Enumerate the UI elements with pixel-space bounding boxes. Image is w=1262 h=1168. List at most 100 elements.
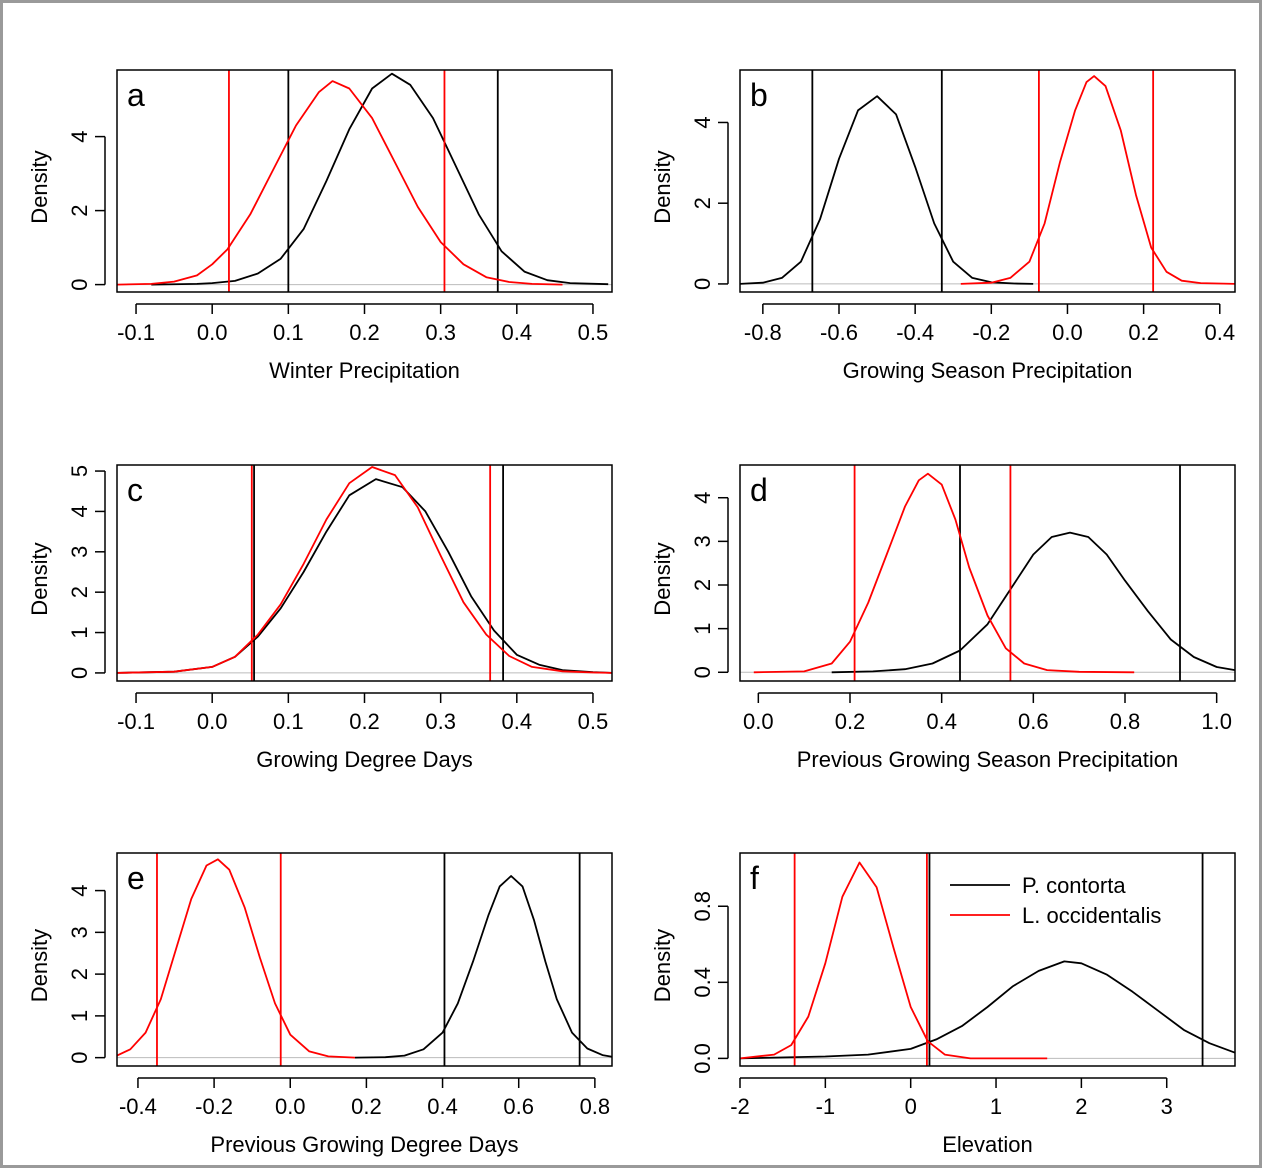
x-tick-label: 0.4 — [926, 709, 957, 734]
x-axis-label: Growing Season Precipitation — [843, 358, 1133, 383]
y-tick-label: 0.8 — [690, 891, 715, 922]
legend-label: L. occidentalis — [1022, 903, 1161, 928]
y-tick-label: 4 — [67, 130, 92, 142]
y-axis-label: Density — [650, 929, 675, 1002]
y-tick-label: 1 — [67, 626, 92, 638]
plot-frame — [116, 69, 613, 293]
x-tick-label: 0.4 — [427, 1094, 458, 1119]
x-axis-label: Previous Growing Season Precipitation — [797, 747, 1179, 772]
x-tick-label: -0.6 — [820, 320, 858, 345]
x-tick-label: 0.2 — [835, 709, 866, 734]
x-tick-label: 0.0 — [197, 709, 228, 734]
x-tick-label: -0.2 — [972, 320, 1010, 345]
panel-e: e -0.4 -0.2 0.0 0.2 0.4 0.6 0.8 Previous Growing… — [27, 852, 613, 1157]
y-axis-label: Density — [27, 150, 52, 223]
x-tick-label: 0.6 — [503, 1094, 534, 1119]
panel-letter: c — [127, 472, 143, 508]
y-axis-label: Density — [650, 150, 675, 223]
density-line-l-occidentalis — [116, 466, 613, 674]
density-line-l-occidentalis — [960, 75, 1236, 285]
x-axis-label: Previous Growing Degree Days — [210, 1132, 518, 1157]
x-tick-label: 0.2 — [349, 320, 380, 345]
y-tick-label: 3 — [67, 546, 92, 558]
panel-a: a -0.1 0.0 0.1 0.2 0.3 0.4 0.5 Winter Precipitat… — [27, 69, 613, 383]
y-tick-label: 2 — [67, 586, 92, 598]
y-tick-label: 0 — [690, 666, 715, 678]
x-axis-label: Growing Degree Days — [256, 747, 472, 772]
x-tick-label: 1 — [990, 1094, 1002, 1119]
x-tick-label: 0.0 — [1052, 320, 1083, 345]
y-tick-label: 0 — [690, 278, 715, 290]
plot-frame — [739, 69, 1236, 293]
x-tick-label: 0.6 — [1018, 709, 1049, 734]
x-tick-label: -0.8 — [744, 320, 782, 345]
y-tick-label: 2 — [690, 197, 715, 209]
x-tick-label: 0.3 — [425, 709, 456, 734]
x-tick-label: 0.3 — [425, 320, 456, 345]
density-line-l-occidentalis — [739, 861, 1048, 1060]
x-tick-label: 0.5 — [578, 320, 609, 345]
x-tick-label: 0.2 — [351, 1094, 382, 1119]
y-tick-label: 1 — [690, 623, 715, 635]
x-tick-label: 0.0 — [197, 320, 228, 345]
y-axis-label: Density — [650, 542, 675, 615]
y-tick-label: 0.4 — [690, 967, 715, 998]
x-tick-label: -0.1 — [117, 320, 155, 345]
panel-f: f -2 -1 0 1 2 3 Elevation 0.0 0.4 0.8 Density — [650, 852, 1236, 1157]
panel-letter: a — [127, 77, 145, 113]
density-line-p-contorta — [354, 875, 613, 1059]
x-tick-label: -0.2 — [195, 1094, 233, 1119]
density-line-l-occidentalis — [116, 858, 356, 1059]
x-tick-label: 0.5 — [578, 709, 609, 734]
density-line-p-contorta — [151, 72, 609, 286]
x-tick-label: 0.2 — [1128, 320, 1159, 345]
y-tick-label: 0 — [67, 667, 92, 679]
y-tick-label: 4 — [690, 116, 715, 128]
x-tick-label: 1.0 — [1201, 709, 1232, 734]
y-tick-label: 5 — [67, 465, 92, 477]
density-line-l-occidentalis — [116, 80, 563, 286]
y-tick-label: 2 — [690, 579, 715, 591]
x-tick-label: 0.4 — [502, 320, 533, 345]
y-tick-label: 0 — [67, 278, 92, 290]
x-tick-label: 0.0 — [743, 709, 774, 734]
plot-frame — [116, 852, 613, 1067]
y-tick-label: 3 — [690, 535, 715, 547]
panel-d: d 0.0 0.2 0.4 0.6 0.8 1.0 Previous Growing Seas… — [650, 464, 1236, 772]
x-tick-label: 0.4 — [502, 709, 533, 734]
x-tick-label: -0.1 — [117, 709, 155, 734]
x-axis-label: Winter Precipitation — [269, 358, 460, 383]
density-line-l-occidentalis — [753, 472, 1135, 674]
density-line-p-contorta — [831, 531, 1236, 674]
x-tick-label: 0.0 — [275, 1094, 306, 1119]
x-axis-label: Elevation — [942, 1132, 1033, 1157]
y-axis-label: Density — [27, 542, 52, 615]
x-tick-label: -2 — [730, 1094, 750, 1119]
panel-letter: f — [750, 860, 759, 896]
x-tick-label: 0.8 — [580, 1094, 611, 1119]
panel-letter: e — [127, 860, 145, 896]
y-tick-label: 0 — [67, 1052, 92, 1064]
x-tick-label: 3 — [1161, 1094, 1173, 1119]
plot-frame — [739, 464, 1236, 682]
x-tick-label: 0.1 — [273, 709, 304, 734]
y-tick-label: 0.0 — [690, 1043, 715, 1074]
density-line-p-contorta — [739, 960, 1236, 1060]
panel-c: c -0.1 0.0 0.1 0.2 0.3 0.4 0.5 Growing Degree Da… — [27, 464, 613, 772]
density-line-p-contorta — [739, 95, 1034, 285]
y-tick-label: 2 — [67, 968, 92, 980]
x-tick-label: -0.4 — [119, 1094, 157, 1119]
panel-b: b -0.8 -0.6 -0.4 -0.2 0.0 0.2 0.4 Growing Season… — [650, 69, 1236, 383]
plot-frame — [116, 464, 613, 682]
x-tick-label: 0.1 — [273, 320, 304, 345]
plot-frame — [739, 852, 1236, 1067]
density-line-p-contorta — [116, 478, 613, 674]
x-tick-label: -1 — [816, 1094, 836, 1119]
x-tick-label: 0.2 — [349, 709, 380, 734]
y-axis-label: Density — [27, 929, 52, 1002]
y-tick-label: 4 — [690, 492, 715, 504]
y-tick-label: 3 — [67, 926, 92, 938]
panel-letter: d — [750, 472, 768, 508]
legend-label: P. contorta — [1022, 873, 1126, 898]
